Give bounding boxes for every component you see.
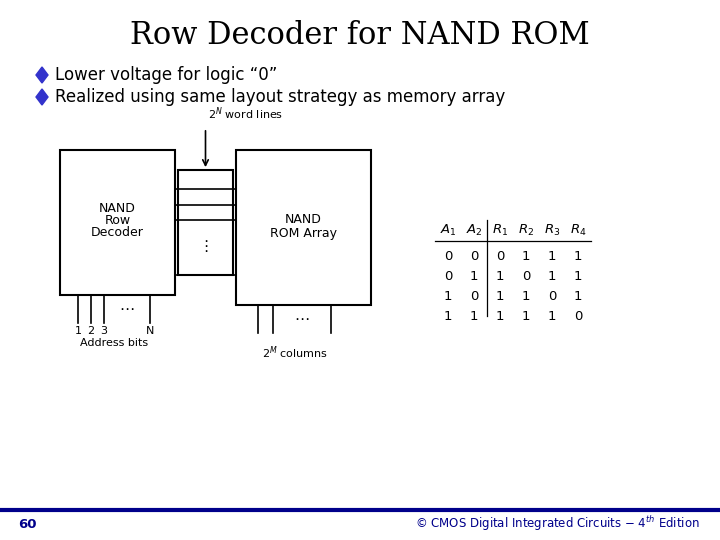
Text: 0: 0 — [470, 289, 478, 302]
Text: 60: 60 — [18, 517, 37, 530]
Text: 1: 1 — [574, 249, 582, 262]
Text: 1: 1 — [496, 289, 504, 302]
Text: 1: 1 — [522, 289, 530, 302]
Text: ⋯: ⋯ — [294, 313, 310, 327]
Polygon shape — [36, 67, 48, 83]
Text: N: N — [146, 326, 154, 336]
Text: 0: 0 — [444, 269, 452, 282]
Text: 1: 1 — [548, 309, 557, 322]
Text: 0: 0 — [444, 249, 452, 262]
Text: $R_2$: $R_2$ — [518, 222, 534, 238]
Text: $A_1$: $A_1$ — [440, 222, 456, 238]
Text: 1: 1 — [469, 309, 478, 322]
Text: $R_1$: $R_1$ — [492, 222, 508, 238]
Text: ⋯: ⋯ — [120, 302, 135, 318]
Text: 1: 1 — [548, 269, 557, 282]
Text: $2^M$ columns: $2^M$ columns — [261, 345, 328, 361]
Text: Address bits: Address bits — [80, 338, 148, 348]
Text: 0: 0 — [470, 249, 478, 262]
Text: 0: 0 — [548, 289, 556, 302]
Text: $A_2$: $A_2$ — [466, 222, 482, 238]
Text: ⋮: ⋮ — [198, 239, 213, 254]
Text: 0: 0 — [496, 249, 504, 262]
Text: 1: 1 — [574, 269, 582, 282]
Text: ROM Array: ROM Array — [270, 227, 337, 240]
Text: 1: 1 — [496, 309, 504, 322]
Bar — [178, 170, 233, 275]
Bar — [60, 150, 175, 295]
Text: Realized using same layout strategy as memory array: Realized using same layout strategy as m… — [55, 88, 505, 106]
Text: Decoder: Decoder — [91, 226, 144, 239]
Text: 3: 3 — [101, 326, 107, 336]
Text: NAND: NAND — [285, 213, 322, 226]
Text: 1: 1 — [548, 249, 557, 262]
Text: Row Decoder for NAND ROM: Row Decoder for NAND ROM — [130, 19, 590, 51]
Text: 1: 1 — [469, 269, 478, 282]
Text: 1: 1 — [522, 249, 530, 262]
Text: 0: 0 — [522, 269, 530, 282]
Text: 1: 1 — [444, 309, 452, 322]
Text: Lower voltage for logic “0”: Lower voltage for logic “0” — [55, 66, 277, 84]
Text: $2^N$ word lines: $2^N$ word lines — [207, 105, 283, 122]
Text: 1: 1 — [522, 309, 530, 322]
Text: 0: 0 — [574, 309, 582, 322]
Text: 1: 1 — [444, 289, 452, 302]
Text: 1: 1 — [74, 326, 81, 336]
Bar — [236, 150, 371, 305]
Text: 1: 1 — [574, 289, 582, 302]
Text: 1: 1 — [496, 269, 504, 282]
Text: 2: 2 — [87, 326, 94, 336]
Text: NAND: NAND — [99, 202, 136, 215]
Text: $\copyright$ CMOS Digital Integrated Circuits $-$ 4$^{th}$ Edition: $\copyright$ CMOS Digital Integrated Cir… — [415, 515, 700, 534]
Text: $R_3$: $R_3$ — [544, 222, 560, 238]
Polygon shape — [36, 89, 48, 105]
Text: Row: Row — [104, 214, 130, 227]
Text: $R_4$: $R_4$ — [570, 222, 586, 238]
